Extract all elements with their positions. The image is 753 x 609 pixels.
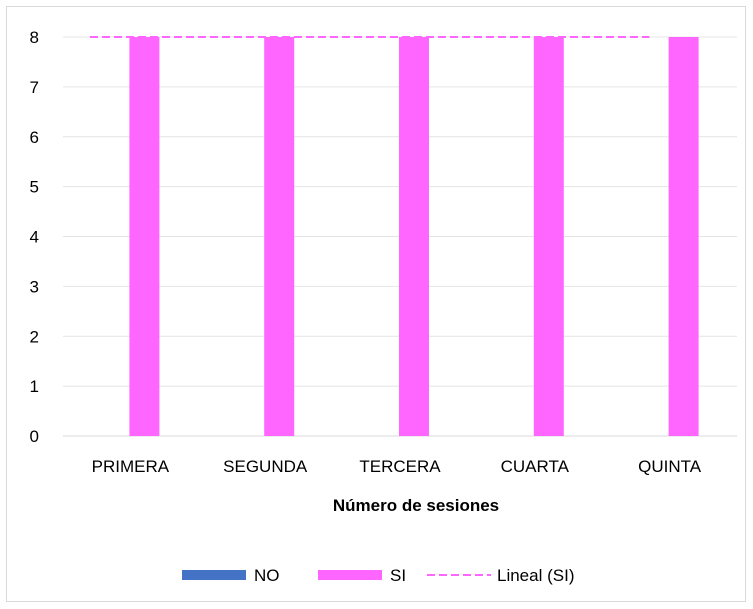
y-tick-label: 5: [30, 178, 39, 197]
legend-label: Lineal (SI): [497, 566, 574, 585]
chart-frame: [6, 6, 746, 602]
bars: [129, 37, 699, 436]
y-tick-label: 3: [30, 277, 39, 296]
bar-si: [129, 37, 160, 436]
x-tick-label: TERCERA: [359, 457, 441, 476]
x-tick-label: QUINTA: [638, 457, 702, 476]
legend-swatch: [182, 570, 246, 580]
legend-label: NO: [254, 566, 280, 585]
y-tick-label: 7: [30, 78, 39, 97]
x-tick-label: PRIMERA: [92, 457, 170, 476]
x-axis-ticks: PRIMERA SEGUNDA TERCERA CUARTA QUINTA: [92, 457, 702, 476]
y-tick-label: 8: [30, 28, 39, 47]
y-axis-ticks: 0 1 2 3 4 5 6 7 8: [30, 28, 39, 446]
y-tick-label: 4: [30, 228, 39, 247]
bar-si: [399, 37, 429, 436]
legend: NO SI Lineal (SI): [182, 566, 574, 585]
legend-swatch: [318, 570, 382, 580]
bar-si: [668, 37, 699, 436]
y-tick-label: 2: [30, 327, 39, 346]
bar-si: [264, 37, 295, 436]
y-tick-label: 1: [30, 377, 39, 396]
x-tick-label: CUARTA: [501, 457, 570, 476]
x-axis-title: Número de sesiones: [333, 496, 499, 515]
bar-si: [533, 37, 564, 436]
x-tick-label: SEGUNDA: [223, 457, 308, 476]
legend-label: SI: [390, 566, 406, 585]
y-tick-label: 0: [30, 427, 39, 446]
y-tick-label: 6: [30, 128, 39, 147]
